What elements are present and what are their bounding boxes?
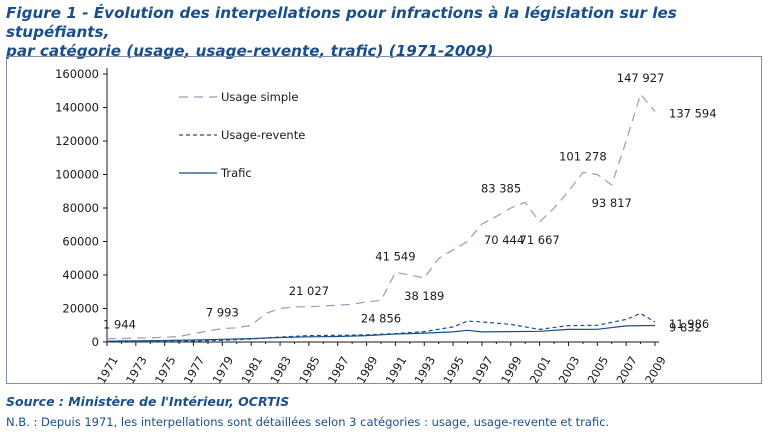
x-tick-label-1997: 1997 <box>469 354 496 383</box>
y-tick-label-80000: 80000 <box>62 201 99 215</box>
x-tick-label-2009: 2009 <box>642 354 669 383</box>
data-label-usage-simple-1990: 24 856 <box>361 311 401 325</box>
footnote: N.B. : Depuis 1971, les interpellations … <box>6 415 610 429</box>
x-tick-label-1999: 1999 <box>498 354 525 383</box>
x-tick-label-2005: 2005 <box>584 354 611 383</box>
y-tick-label-140000: 140000 <box>55 101 99 115</box>
data-label-usage-simple-1993: 38 189 <box>404 289 444 303</box>
x-tick-label-1973: 1973 <box>123 354 150 383</box>
y-tick-label-20000: 20000 <box>62 302 99 316</box>
data-label-usage-simple-2001: 71 667 <box>520 233 560 247</box>
series-lines <box>106 93 656 343</box>
x-tick-label-1985: 1985 <box>296 354 323 383</box>
x-tick-label-1989: 1989 <box>354 354 381 383</box>
figure-title-line-2: par catégorie (usage, usage-revente, tra… <box>6 42 494 60</box>
legend-label-trafic: Trafic <box>220 166 252 180</box>
x-tick-label-1991: 1991 <box>383 354 410 383</box>
data-label-usage-simple-1985: 21 027 <box>289 284 329 298</box>
data-label-usage-simple-1991: 41 549 <box>375 249 415 263</box>
figure-title-line-1: Figure 1 - Évolution des interpellations… <box>6 4 677 41</box>
data-label-usage-simple-2000: 83 385 <box>481 181 521 195</box>
data-label-usage-simple-1971: 1 944 <box>103 318 136 332</box>
legend-label-usage-simple: Usage simple <box>221 90 298 104</box>
line-chart: 0 20000 40000 60000 80000 100000 120000 140000 1… <box>55 67 717 383</box>
y-tick-label-160000: 160000 <box>55 67 99 81</box>
data-label-usage-revente-2009: 11 986 <box>669 317 709 331</box>
series-line-usage-simple <box>106 93 656 340</box>
data-label-usage-simple-2008: 147 927 <box>617 71 665 85</box>
y-tick-label-60000: 60000 <box>62 235 99 249</box>
x-tick-label-1977: 1977 <box>181 354 208 383</box>
series-line-trafic <box>106 324 656 342</box>
data-label-usage-simple-2004: 101 278 <box>559 149 607 163</box>
x-tick-label-1995: 1995 <box>440 354 467 383</box>
data-labels: 1 944 7 993 21 027 24 856 41 549 38 189 70 444… <box>103 71 717 334</box>
series-line-usage-revente <box>106 312 656 343</box>
x-tick-label-2001: 2001 <box>527 354 554 383</box>
legend: Usage simple Usage-revente Trafic <box>179 90 305 180</box>
y-tick-label-40000: 40000 <box>62 268 99 282</box>
x-tick-label-1979: 1979 <box>210 354 237 383</box>
x-tick-label-1987: 1987 <box>325 354 352 383</box>
data-label-usage-simple-2006: 93 817 <box>592 196 632 210</box>
data-label-trafic-2009: 9 832 <box>669 321 702 335</box>
x-axis: 1971 1973 1975 1977 1979 1981 1983 1985 1987 1989… <box>94 341 669 383</box>
x-tick-label-1983: 1983 <box>267 354 294 383</box>
x-tick-label-2007: 2007 <box>613 354 640 383</box>
legend-label-usage-revente: Usage-revente <box>221 128 305 142</box>
x-tick-label-1975: 1975 <box>152 354 179 383</box>
figure-title: Figure 1 - Évolution des interpellations… <box>6 4 766 61</box>
x-tick-label-1981: 1981 <box>238 354 265 383</box>
y-tick-label-0: 0 <box>92 335 99 349</box>
data-label-usage-simple-1997: 70 444 <box>484 233 524 247</box>
data-label-usage-simple-2009: 137 594 <box>669 107 717 121</box>
y-tick-label-100000: 100000 <box>55 168 99 182</box>
x-tick-label-1993: 1993 <box>411 354 438 383</box>
y-axis: 0 20000 40000 60000 80000 100000 120000 140000 1… <box>55 67 108 349</box>
chart-frame: 0 20000 40000 60000 80000 100000 120000 140000 1… <box>6 56 762 384</box>
x-tick-label-2003: 2003 <box>556 354 583 383</box>
y-tick-label-120000: 120000 <box>55 134 99 148</box>
x-tick-label-1971: 1971 <box>94 354 121 383</box>
data-label-usage-simple-1979: 7 993 <box>206 306 239 320</box>
source-caption: Source : Ministère de l'Intérieur, OCRTI… <box>6 394 290 409</box>
